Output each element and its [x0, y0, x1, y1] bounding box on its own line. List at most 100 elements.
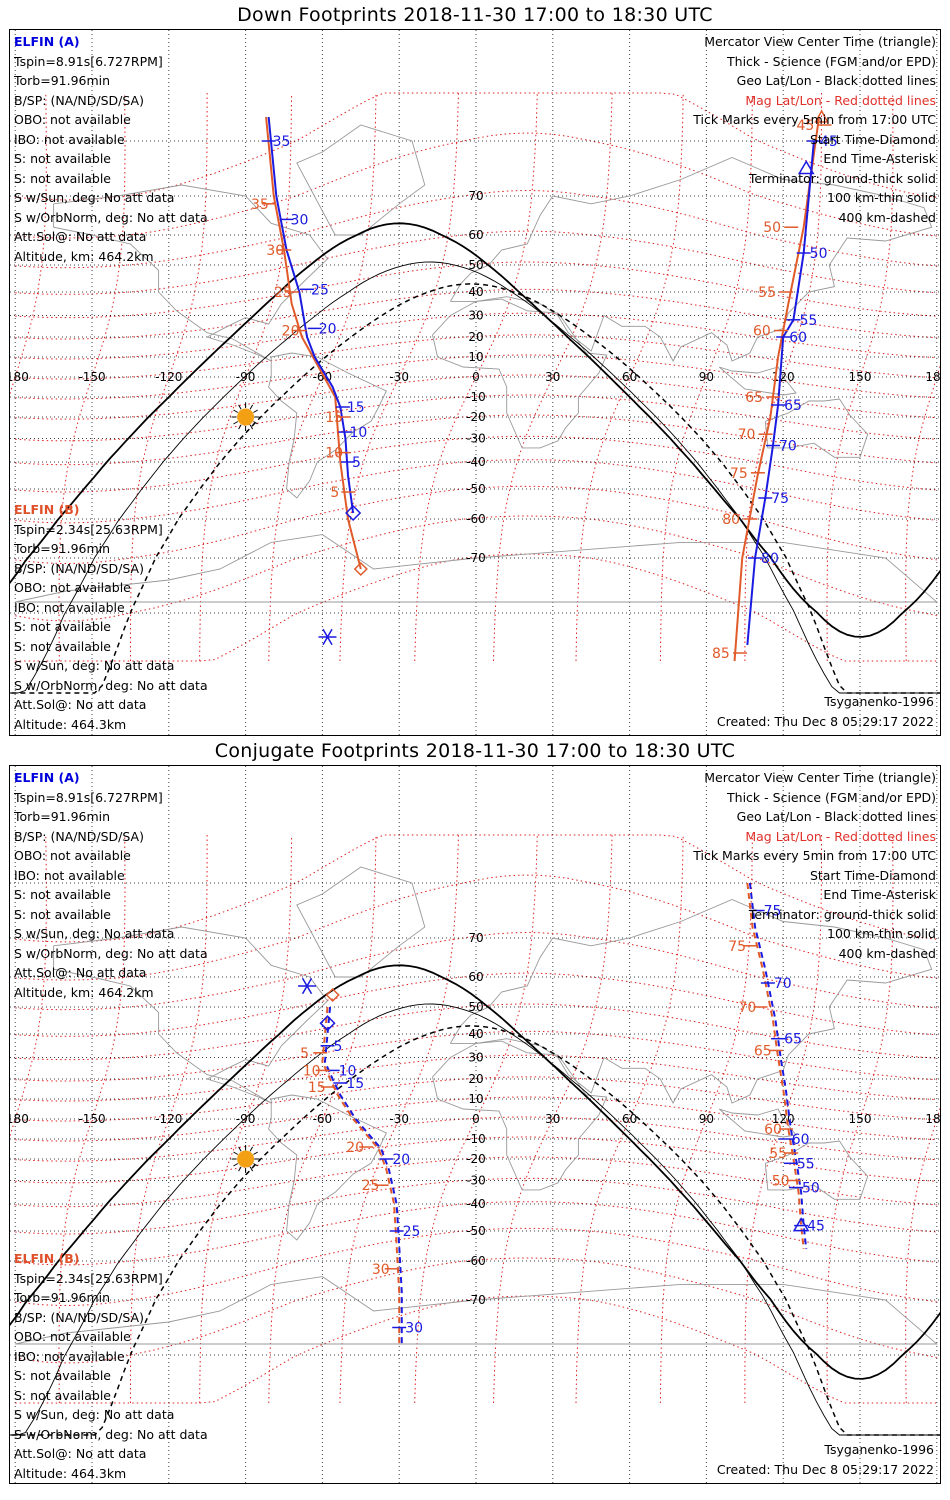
- info-line: S w/Sun, deg: No att data: [14, 658, 175, 673]
- legend-line: End Time-Asterisk: [823, 151, 936, 166]
- mag-lon-line: [130, 93, 208, 661]
- mag-lat-line: [15, 394, 937, 442]
- info-line: IBO: not available: [14, 599, 125, 615]
- elfin-a-info: ELFIN (A) Tspin=8.91s[6.727RPM] Torb=91.…: [14, 768, 208, 1002]
- info-line: Altitude, km: 464.2km: [14, 984, 154, 1000]
- lat-tick-label: -40: [466, 455, 486, 469]
- end-asterisk: [322, 628, 333, 646]
- track-tick-label: 50: [810, 246, 828, 262]
- legend-line: Mag Lat/Lon - Red dotted lines: [745, 92, 936, 108]
- info-line: Att.Sol@: No att data: [14, 965, 147, 980]
- info-line: Tspin=8.91s[6.727RPM]: [14, 53, 163, 69]
- legend-down: Mercator View Center Time (triangle) Thi…: [693, 32, 936, 227]
- sun-ray: [238, 424, 242, 430]
- elfin-a-conj-track: [265, 116, 362, 570]
- track-tick-label: 70: [774, 976, 792, 992]
- legend-line: Mag Lat/Lon - Red dotted lines: [745, 828, 936, 844]
- coastline: [718, 366, 797, 396]
- mag-lat-line: [15, 972, 937, 1037]
- sun-ray: [253, 409, 258, 413]
- track-tick-label: 75: [764, 904, 782, 920]
- track-tick-label: 10: [325, 446, 343, 462]
- sun-ray: [233, 1151, 239, 1155]
- info-line: S w/Sun, deg: No att data: [14, 190, 175, 205]
- elfin-a-track: [267, 116, 355, 514]
- elfin-a-name: ELFIN (A): [14, 34, 80, 49]
- elfin-a-info: ELFIN (A) Tspin=8.91s[6.727RPM] Torb=91.…: [14, 32, 208, 266]
- track-tick-label: 20: [346, 1140, 364, 1156]
- lon-tick-label: -30: [389, 370, 409, 384]
- info-line: S w/Sun, deg: No att data: [14, 926, 175, 941]
- lat-tick-label: 30: [468, 309, 483, 323]
- lat-tick-label: -20: [466, 1152, 486, 1166]
- sun-ray: [253, 1163, 258, 1167]
- coastline: [15, 534, 939, 603]
- elfin-b-name: ELFIN (B): [14, 502, 80, 517]
- track-tick-label: 25: [311, 282, 329, 298]
- legend-line: Start Time-Diamond: [809, 867, 936, 883]
- mag-lon-line: [339, 92, 459, 662]
- track-tick-label: 65: [784, 398, 802, 414]
- track-tick-label: 5: [330, 485, 339, 501]
- elfin-b-conj-track: [733, 116, 821, 662]
- track-tick-label: 55: [799, 313, 817, 329]
- track-tick-label: 70: [738, 427, 756, 443]
- mag-lat-line: [15, 435, 937, 493]
- track-tick-label: 5: [300, 1046, 309, 1062]
- elfin-b-info: ELFIN (B) Tspin=2.34s[25.63RPM] Torb=91.…: [14, 1249, 208, 1483]
- info-line: S: not available: [14, 1387, 111, 1403]
- sun-ray: [249, 1166, 254, 1172]
- mag-lat-line: [15, 1054, 937, 1102]
- map-plot-conjugate: -180-150-120-90-60-300306090120150180706…: [10, 766, 940, 1483]
- map-panel-conjugate: -180-150-120-90-60-300306090120150180706…: [9, 765, 941, 1484]
- coastline: [432, 298, 608, 449]
- panel-title-down: Down Footprints 2018-11-30 17:00 to 18:3…: [237, 4, 713, 26]
- track-tick-label: 80: [761, 551, 779, 567]
- sun-ray: [238, 404, 242, 410]
- track-tick-label: 20: [319, 321, 337, 337]
- info-line: OBO: not available: [14, 580, 131, 595]
- mag-lat-line: [15, 230, 937, 295]
- lat-tick-label: 60: [468, 228, 483, 242]
- track-tick-label: 60: [753, 324, 771, 340]
- coastline: [268, 352, 388, 499]
- legend-line: 400 km-dashed: [838, 945, 936, 961]
- mag-lat-line: [15, 374, 937, 420]
- track-tick-label: 50: [763, 220, 781, 236]
- lat-tick-label: -10: [466, 1132, 486, 1146]
- terminator-400km: [10, 1025, 940, 1436]
- end-asterisk: [301, 977, 313, 995]
- lat-tick-label: -50: [466, 1224, 486, 1238]
- info-line: Torb=91.96min: [14, 541, 111, 556]
- terminator-ground: [10, 222, 940, 638]
- elfin-a-track: [323, 1006, 403, 1344]
- info-line: B/SP: (NA/ND/SD/SA): [14, 560, 144, 576]
- center-time-triangle: [797, 160, 815, 175]
- lon-tick-label: 0: [472, 1112, 480, 1126]
- map-panel-down: -180 -150 -120 -90 -60 -30 0 30 60 90 120 150 180 70 6…: [9, 29, 941, 736]
- legend-line: Tick Marks every 5min from 17:00 UTC: [693, 848, 936, 863]
- track-tick-label: 65: [754, 1043, 772, 1059]
- start-diamond: [325, 987, 340, 1003]
- lat-tick-label: 70: [468, 189, 483, 203]
- panel-title-conjugate: Conjugate Footprints 2018-11-30 17:00 to…: [214, 740, 736, 762]
- track-tick-label: 60: [792, 1132, 810, 1148]
- created-label: Created: Thu Dec 8 05:29:17 2022: [716, 714, 934, 729]
- lon-tick-label: 150: [849, 1112, 872, 1126]
- legend-line: Terminator: ground-thick solid: [748, 906, 936, 922]
- start-diamond: [345, 504, 362, 522]
- info-line: B/SP: (NA/ND/SD/SA): [14, 1309, 144, 1325]
- legend-line: 400 km-dashed: [838, 209, 936, 225]
- lon-tick-label: 180: [925, 370, 941, 384]
- elfin-a-name: ELFIN (A): [14, 770, 80, 785]
- lat-tick-label: 10: [468, 1092, 483, 1106]
- mag-lat-line: [15, 92, 937, 201]
- legend-line: Start Time-Diamond: [809, 131, 936, 147]
- elfin-b-conj-track: [746, 882, 805, 1250]
- info-line: B/SP: (NA/ND/SD/SA): [14, 92, 144, 108]
- info-line: IBO: not available: [14, 131, 125, 147]
- elfin-a-conj-track: [321, 1006, 401, 1344]
- track-tick-label: 55: [797, 1156, 815, 1172]
- track-tick-label: 60: [789, 330, 807, 346]
- coastline: [268, 1094, 388, 1241]
